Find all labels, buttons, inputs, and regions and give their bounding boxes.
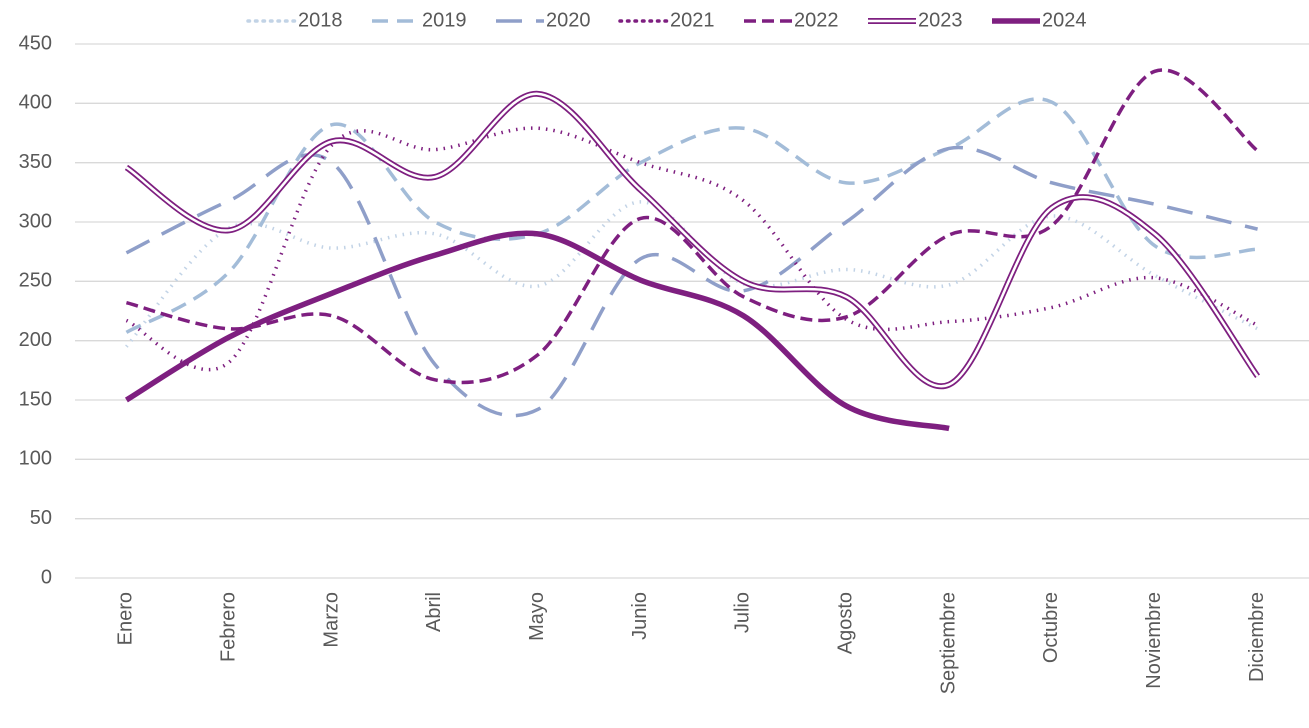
- y-tick-label: 250: [19, 270, 52, 292]
- series-line-inner: [125, 92, 1259, 388]
- x-tick-label: Enero: [115, 592, 137, 645]
- x-tick-label: Abril: [423, 592, 445, 632]
- legend-label: 2023: [918, 9, 963, 31]
- series-line: [125, 145, 1258, 418]
- x-tick-label: Agosto: [835, 592, 857, 654]
- x-tick-label: Julio: [732, 592, 754, 633]
- y-tick-label: 100: [19, 448, 52, 470]
- series-line: [125, 126, 1259, 372]
- legend-label: 2018: [298, 9, 343, 31]
- x-tick-label: Noviembre: [1143, 592, 1165, 689]
- x-tick-label: Diciembre: [1246, 592, 1268, 682]
- legend-label: 2022: [794, 9, 839, 31]
- x-tick-label: Marzo: [320, 592, 342, 648]
- y-tick-label: 300: [19, 210, 52, 232]
- x-tick-label: Febrero: [218, 592, 240, 662]
- y-tick-label: 400: [19, 92, 52, 114]
- x-tick-label: Junio: [629, 592, 651, 640]
- legend-label: 2021: [670, 9, 715, 31]
- legend-label: 2019: [422, 9, 467, 31]
- series-line: [125, 200, 1259, 348]
- y-tick-label: 200: [19, 329, 52, 351]
- x-tick-label: Mayo: [526, 592, 548, 641]
- x-tick-label: Septiembre: [937, 592, 959, 694]
- legend-label: 2024: [1042, 9, 1087, 31]
- y-tick-label: 150: [19, 388, 52, 410]
- series-line: [125, 68, 1259, 385]
- series-line: [125, 97, 1258, 334]
- y-tick-label: 350: [19, 151, 52, 173]
- x-tick-label: Octubre: [1040, 592, 1062, 663]
- legend-label: 2020: [546, 9, 591, 31]
- series-line: [124, 230, 950, 432]
- y-tick-label: 0: [41, 566, 52, 588]
- y-tick-label: 50: [30, 507, 52, 529]
- y-tick-label: 450: [19, 32, 52, 54]
